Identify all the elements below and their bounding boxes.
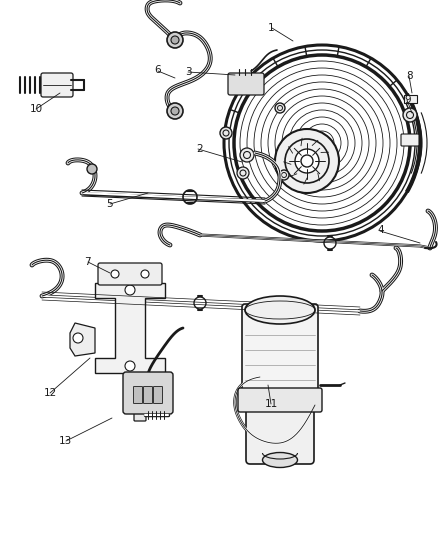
Circle shape — [275, 103, 285, 113]
Text: 4: 4 — [378, 225, 385, 235]
Text: 7: 7 — [84, 257, 91, 267]
Text: 1: 1 — [268, 23, 275, 33]
Circle shape — [295, 149, 319, 173]
Circle shape — [111, 270, 119, 278]
Polygon shape — [404, 95, 417, 103]
Circle shape — [167, 32, 183, 48]
Ellipse shape — [245, 296, 315, 324]
Text: 9: 9 — [404, 95, 411, 105]
FancyBboxPatch shape — [98, 263, 162, 285]
Ellipse shape — [262, 453, 297, 467]
Circle shape — [224, 45, 420, 241]
Circle shape — [279, 170, 289, 180]
Circle shape — [171, 107, 179, 115]
Circle shape — [141, 270, 149, 278]
Text: 6: 6 — [154, 66, 161, 75]
FancyBboxPatch shape — [401, 134, 419, 146]
Text: 11: 11 — [265, 399, 278, 409]
Text: 3: 3 — [185, 67, 192, 77]
FancyBboxPatch shape — [134, 409, 146, 421]
Circle shape — [125, 361, 135, 371]
Text: 5: 5 — [106, 199, 113, 208]
Circle shape — [220, 127, 232, 139]
Circle shape — [73, 333, 83, 343]
FancyBboxPatch shape — [144, 386, 152, 403]
FancyBboxPatch shape — [153, 386, 162, 403]
Text: 8: 8 — [406, 71, 413, 80]
Circle shape — [403, 108, 417, 122]
Circle shape — [125, 285, 135, 295]
FancyBboxPatch shape — [123, 372, 173, 414]
FancyBboxPatch shape — [246, 404, 314, 464]
Circle shape — [237, 167, 249, 179]
FancyBboxPatch shape — [238, 388, 322, 412]
FancyBboxPatch shape — [242, 304, 318, 398]
Text: 12: 12 — [44, 389, 57, 398]
FancyBboxPatch shape — [41, 73, 73, 97]
Circle shape — [167, 103, 183, 119]
Text: 10: 10 — [29, 104, 42, 114]
Circle shape — [240, 148, 254, 162]
Text: 13: 13 — [59, 437, 72, 446]
FancyBboxPatch shape — [134, 386, 142, 403]
Polygon shape — [70, 323, 95, 356]
Circle shape — [275, 129, 339, 193]
FancyBboxPatch shape — [228, 73, 264, 95]
Circle shape — [87, 164, 97, 174]
Text: 2: 2 — [196, 144, 203, 154]
Polygon shape — [95, 283, 165, 373]
Circle shape — [171, 36, 179, 44]
